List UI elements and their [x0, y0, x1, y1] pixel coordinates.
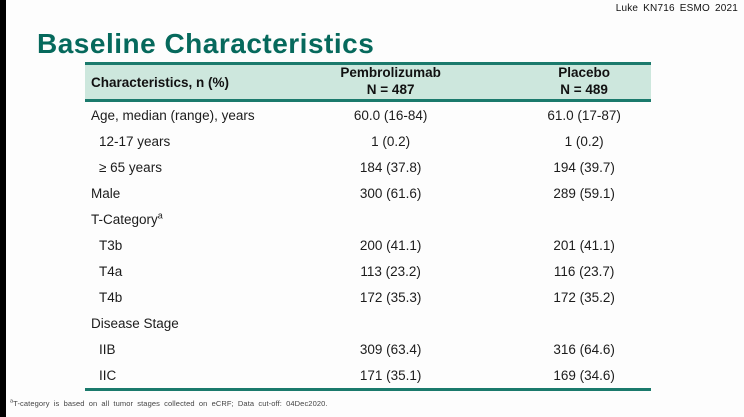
table-row: T3b 200 (41.1) 201 (41.1)	[85, 232, 651, 258]
pembrolizumab-value: 309 (63.4)	[359, 341, 422, 357]
row-label: T3b	[99, 237, 123, 253]
table-row: T-Categorya	[85, 206, 651, 232]
row-label: 12-17 years	[99, 133, 171, 149]
pembrolizumab-value: 1 (0.2)	[371, 133, 411, 149]
placebo-value: 169 (34.6)	[553, 367, 615, 383]
placebo-value: 289 (59.1)	[553, 185, 615, 201]
column-header-placebo: Placebo N = 489	[481, 65, 651, 99]
row-label: IIB	[99, 341, 116, 357]
table-body: Age, median (range), years 60.0 (16-84) …	[85, 102, 651, 391]
row-label: T-Categorya	[85, 210, 300, 227]
page-title: Baseline Characteristics	[37, 27, 375, 59]
placebo-value: 116 (23.7)	[553, 263, 615, 279]
placebo-value: 172 (35.2)	[553, 289, 615, 305]
pembrolizumab-n: N = 487	[366, 82, 415, 97]
table-row: IIC 171 (35.1) 169 (34.6)	[85, 362, 651, 388]
table-header-row: Characteristics, n (%) Pembrolizumab N =…	[85, 62, 651, 102]
row-label: Age, median (range), years	[91, 107, 255, 123]
footnote-marker: a	[10, 398, 14, 405]
table-row: T4a 113 (23.2) 116 (23.7)	[85, 258, 651, 284]
pembrolizumab-value: 171 (35.1)	[359, 367, 422, 383]
column-header-characteristics: Characteristics, n (%)	[91, 74, 230, 90]
table-row: IIB 309 (63.4) 316 (64.6)	[85, 336, 651, 362]
placebo-label: Placebo	[558, 65, 610, 81]
pembrolizumab-value: 200 (41.1)	[359, 237, 422, 253]
table-row: Disease Stage	[85, 310, 651, 336]
row-label: T4a	[99, 263, 123, 279]
row-label: Disease Stage	[91, 315, 179, 331]
table-row: Male 300 (61.6) 289 (59.1)	[85, 180, 651, 206]
table-row: Age, median (range), years 60.0 (16-84) …	[85, 102, 651, 128]
pembrolizumab-label: Pembrolizumab	[340, 65, 441, 81]
slide-attribution: Luke KN716 ESMO 2021	[615, 3, 738, 14]
table-row: ≥ 65 years 184 (37.8) 194 (39.7)	[85, 154, 651, 180]
baseline-characteristics-table: Characteristics, n (%) Pembrolizumab N =…	[85, 62, 651, 391]
pembrolizumab-value: 113 (23.2)	[360, 263, 421, 279]
placebo-value: 1 (0.2)	[564, 133, 604, 149]
row-label-text: T-Category	[91, 211, 158, 227]
pembrolizumab-value: 60.0 (16-84)	[353, 107, 428, 123]
placebo-value: 194 (39.7)	[553, 159, 615, 175]
table-row: T4b 172 (35.3) 172 (35.2)	[85, 284, 651, 310]
footnote: aT-category is based on all tumor stages…	[10, 399, 328, 408]
placebo-value: 201 (41.1)	[553, 237, 615, 253]
slide-edge-bar	[0, 0, 6, 417]
placebo-value: 316 (64.6)	[553, 341, 615, 357]
pembrolizumab-value: 300 (61.6)	[359, 185, 422, 201]
row-label: T4b	[99, 289, 123, 305]
pembrolizumab-value: 184 (37.8)	[359, 159, 422, 175]
pembrolizumab-value: 172 (35.3)	[359, 289, 422, 305]
footnote-marker: a	[157, 210, 163, 220]
row-label: ≥ 65 years	[99, 159, 162, 175]
row-label: Male	[91, 185, 121, 201]
row-label: IIC	[99, 367, 117, 383]
table-row: 12-17 years 1 (0.2) 1 (0.2)	[85, 128, 651, 154]
column-header-pembrolizumab: Pembrolizumab N = 487	[300, 65, 481, 99]
placebo-n: N = 489	[560, 82, 608, 97]
footnote-text: T-category is based on all tumor stages …	[13, 399, 328, 408]
placebo-value: 61.0 (17-87)	[547, 107, 621, 123]
